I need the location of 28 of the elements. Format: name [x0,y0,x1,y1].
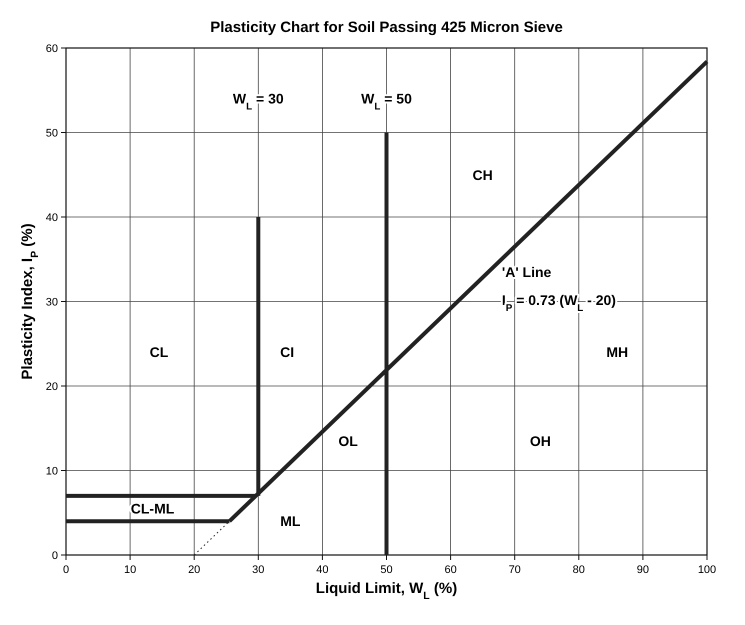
y-tick-label: 10 [46,466,58,478]
x-tick-label: 70 [508,564,521,576]
annotation: MH [606,344,628,360]
x-tick-label: 80 [572,564,585,576]
x-tick-label: 10 [124,564,136,576]
y-tick-label: 20 [46,381,58,393]
y-tick-label: 40 [46,212,58,224]
annotation: ML [280,513,301,530]
annotation: OL [338,432,358,449]
chart-title: Plasticity Chart for Soil Passing 425 Micron Sieve [210,19,563,36]
x-axis-title: Liquid Limit, W$_{L}$ (%) [316,580,458,602]
y-tick-label: 0 [52,550,58,562]
x-tick-label: 30 [252,564,264,576]
x-tick-label: 90 [636,564,650,576]
y-tick-label: 50 [46,128,58,140]
y-tick-label: 60 [46,43,58,55]
annotation: CI [280,344,294,360]
annotation: OH [530,432,551,449]
x-tick-label: 50 [380,564,393,576]
x-tick-label: 0 [62,564,70,576]
x-tick-label: 40 [316,564,329,576]
annotation: CL [150,344,169,360]
annotation: CL-ML [130,500,175,517]
x-tick-label: 100 [698,564,716,576]
x-tick-label: 60 [444,564,457,576]
annotation: CH [472,166,493,183]
y-tick-label: 30 [46,296,58,308]
x-tick-label: 20 [188,564,200,576]
